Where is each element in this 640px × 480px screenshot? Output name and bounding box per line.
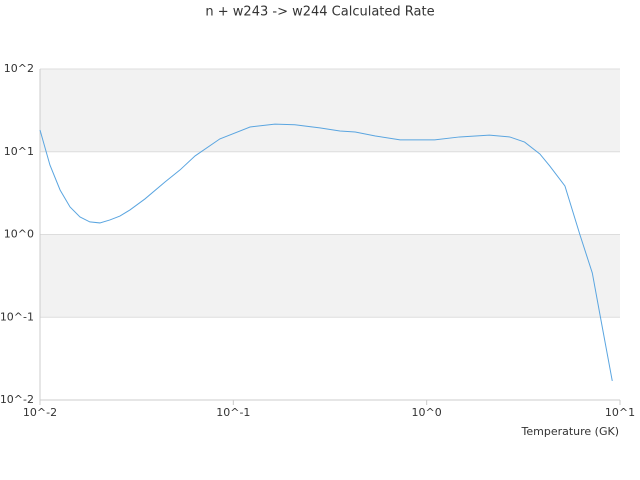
band	[40, 317, 620, 400]
y-tick-label: 10^2	[4, 62, 34, 75]
y-tick-label: 10^0	[4, 228, 34, 241]
x-tick-label: 10^-1	[216, 406, 250, 419]
x-tick-label: 10^1	[605, 406, 635, 419]
data-line	[39, 123, 613, 382]
y-tick-label: 10^1	[4, 145, 34, 158]
band	[40, 151, 620, 235]
x-tick-label: 10^-2	[23, 406, 57, 419]
band	[40, 234, 620, 318]
plot-background	[40, 69, 620, 400]
x-axis-label: Temperature (GK)	[521, 425, 620, 438]
band	[40, 69, 620, 152]
x-tick-label: 10^0	[412, 406, 442, 419]
chart-title: n + w243 -> w244 Calculated Rate	[205, 5, 434, 20]
y-tick-label: 10^-2	[0, 393, 34, 406]
y-tick-label: 10^-1	[0, 310, 34, 323]
